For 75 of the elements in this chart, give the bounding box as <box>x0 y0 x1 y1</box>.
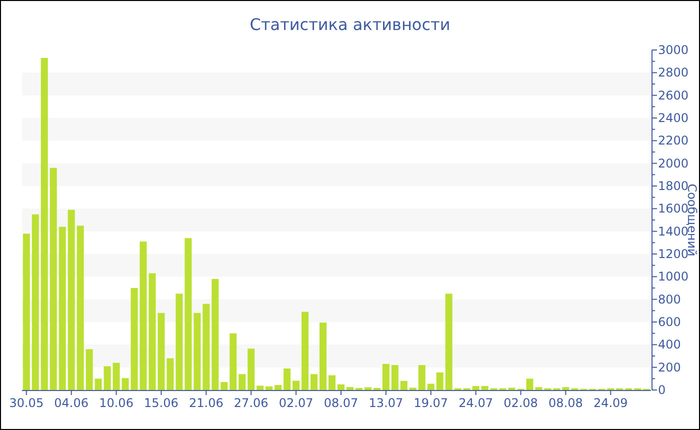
x-tick-label: 04.06 <box>54 396 89 410</box>
x-tick-label: 08.08 <box>548 396 583 410</box>
y-tick-label: 1800 <box>658 179 689 193</box>
bar <box>274 385 282 390</box>
x-tick-label: 02.07 <box>278 396 314 410</box>
bar <box>364 387 372 390</box>
bar <box>418 365 426 390</box>
y-tick-label: 1000 <box>658 270 689 284</box>
bar <box>328 375 336 390</box>
bar <box>40 58 48 390</box>
bar <box>104 366 111 390</box>
y-tick-label: 2600 <box>658 88 689 102</box>
bar <box>22 234 30 390</box>
bar <box>284 368 291 390</box>
bar <box>337 384 344 390</box>
bar <box>202 304 210 390</box>
y-tick-label: 3000 <box>658 43 689 57</box>
bar <box>184 238 192 390</box>
y-tick-label: 1600 <box>658 202 689 216</box>
bar <box>86 349 93 390</box>
x-tick-label: 13.07 <box>368 396 404 410</box>
bar <box>382 364 390 390</box>
bar <box>266 386 273 390</box>
y-tick-label: 2000 <box>658 156 689 170</box>
bar <box>158 312 165 390</box>
x-tick-label: 02.08 <box>504 396 538 410</box>
y-tick-label: 2200 <box>658 134 689 148</box>
bar <box>230 333 237 390</box>
y-tick-label: 0 <box>658 383 666 397</box>
bar <box>292 380 300 390</box>
x-tick-label: 24.09 <box>593 396 628 410</box>
bar <box>320 322 327 390</box>
bar <box>76 226 84 390</box>
bar <box>166 358 174 390</box>
bar <box>68 210 75 390</box>
bar <box>238 374 246 390</box>
y-tick-label: 1200 <box>658 247 689 261</box>
bar <box>58 226 66 390</box>
bar <box>94 378 102 390</box>
bar <box>400 380 408 390</box>
bar <box>436 372 444 390</box>
x-tick-label: 24.07 <box>458 396 493 410</box>
bar <box>256 386 264 390</box>
chart-title: Статистика активности <box>250 15 450 34</box>
y-tick-label: 200 <box>658 360 681 374</box>
bar <box>427 384 434 390</box>
bar <box>445 294 452 390</box>
bar <box>212 278 219 390</box>
x-tick-label: 15.06 <box>144 396 178 410</box>
bar <box>50 168 57 390</box>
y-tick-label: 2400 <box>658 111 689 125</box>
x-tick-label: 30.05 <box>9 396 44 410</box>
y-tick-label: 600 <box>658 315 681 329</box>
y-tick-label: 800 <box>658 292 681 306</box>
x-tick-label: 08.07 <box>324 396 358 410</box>
bar <box>176 294 183 390</box>
x-tick-label: 27.06 <box>234 396 268 410</box>
x-tick-label: 19.07 <box>414 396 448 410</box>
y-tick-label: 400 <box>658 338 681 352</box>
y-tick-label: 2800 <box>658 66 689 80</box>
bar <box>220 382 228 390</box>
bar <box>562 387 570 390</box>
x-tick-label: 10.06 <box>99 396 134 410</box>
bar <box>32 214 39 390</box>
bar <box>122 378 129 390</box>
bar <box>481 386 488 390</box>
bar <box>248 348 255 390</box>
bar <box>310 374 318 390</box>
bar <box>302 312 309 390</box>
x-tick-label: 21.06 <box>188 396 224 410</box>
bar <box>194 312 201 390</box>
bar <box>346 387 354 390</box>
bar <box>472 386 480 390</box>
bar <box>112 362 120 390</box>
bar <box>391 365 398 390</box>
